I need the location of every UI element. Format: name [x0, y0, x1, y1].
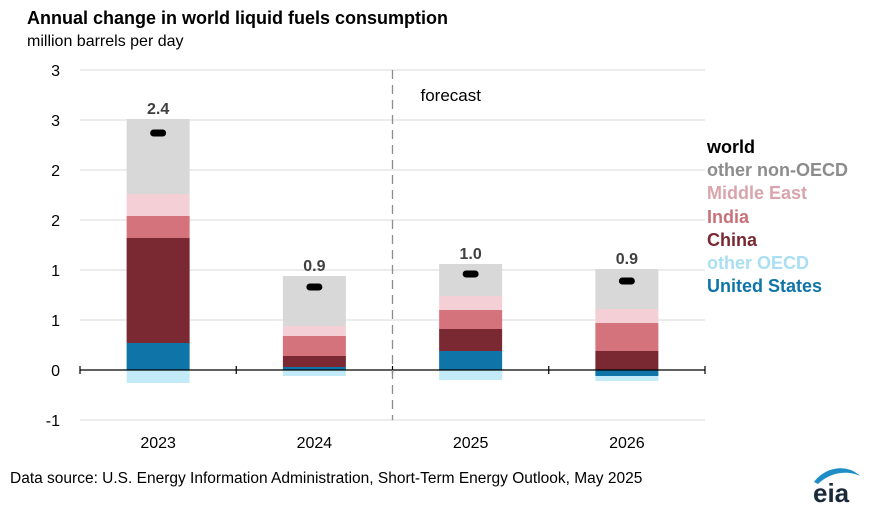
legend-item: world — [707, 137, 755, 157]
y-tick-label: 0 — [51, 363, 60, 380]
x-tick-label: 2026 — [609, 435, 645, 452]
bar-segment — [595, 351, 659, 370]
data-label: 1.0 — [460, 246, 482, 263]
bar-segment — [595, 269, 659, 309]
eia-logo-swoosh — [814, 468, 860, 484]
legend: world other non-OECD Middle East India China… — [707, 136, 848, 298]
chart: -1 0 1 1 2 2 3 3 2.4 2023 0.9 2024 1.0 2025 0.9 2026 for… — [46, 63, 706, 452]
data-label: 0.9 — [303, 258, 325, 275]
bar-segment — [126, 343, 190, 370]
world-marker — [306, 283, 323, 291]
legend-item: India — [707, 206, 750, 227]
world-marker — [150, 129, 167, 137]
world-marker — [618, 277, 635, 285]
legend-item: other OECD — [707, 253, 810, 274]
y-tick-label: 2 — [51, 163, 60, 180]
forecast-annotation: forecast — [421, 86, 482, 105]
bar-segment — [439, 370, 503, 380]
bar-segment — [282, 326, 346, 336]
data-label: 2.4 — [147, 101, 169, 118]
eia-logo-text: eia — [813, 478, 850, 506]
chart-title: Annual change in world liquid fuels cons… — [27, 8, 449, 28]
bar-segment — [282, 336, 346, 356]
bar-segment — [439, 351, 503, 370]
world-marker — [462, 270, 479, 278]
chart-subtitle: million barrels per day — [27, 33, 184, 50]
x-tick-label: 2024 — [297, 435, 333, 452]
bar-segment — [439, 329, 503, 351]
bar-segment — [595, 309, 659, 323]
x-tick-label: 2023 — [140, 435, 176, 452]
bar-segment — [439, 264, 503, 296]
bar-segment — [595, 370, 659, 376]
legend-item: other non-OECD — [707, 160, 848, 181]
legend-item: China — [707, 229, 758, 250]
bar-segment — [282, 370, 346, 376]
legend-item: Middle East — [707, 183, 808, 204]
x-tick-label: 2025 — [453, 435, 489, 452]
bar-segment — [282, 367, 346, 370]
y-tick-label: 3 — [51, 63, 60, 80]
bar-segment — [439, 310, 503, 329]
y-tick-label: 1 — [51, 263, 60, 280]
data-source: Data source: U.S. Energy Information Adm… — [10, 470, 643, 487]
bar-segment — [595, 323, 659, 351]
bar-segment — [126, 238, 190, 343]
y-tick-label: 1 — [51, 313, 60, 330]
bar-segment — [439, 296, 503, 310]
bar-segment — [126, 194, 190, 216]
legend-item: United States — [707, 276, 823, 297]
bar-segment — [126, 216, 190, 238]
data-label: 0.9 — [616, 251, 638, 268]
bar-segment — [595, 376, 659, 381]
bar-segment — [126, 370, 190, 383]
y-tick-label: 3 — [51, 113, 60, 130]
y-tick-label: -1 — [46, 413, 60, 430]
y-tick-label: 2 — [51, 213, 60, 230]
bar-segment — [282, 356, 346, 367]
eia-logo: eia — [813, 468, 860, 506]
